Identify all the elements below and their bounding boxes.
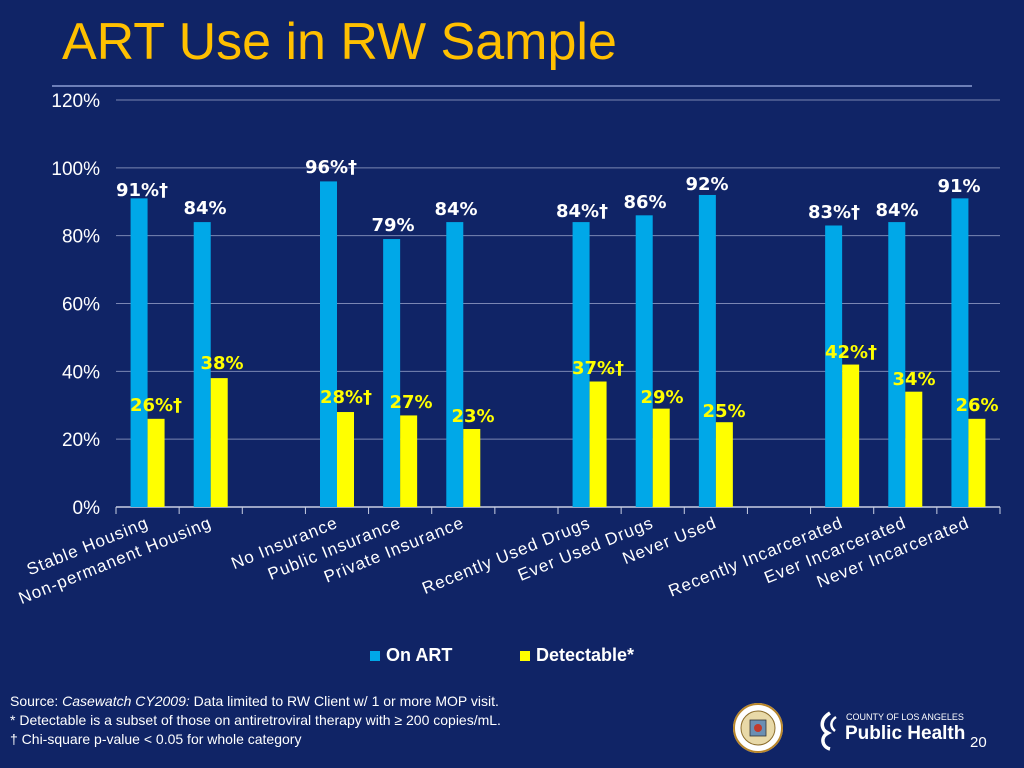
detectable-bar <box>463 428 481 507</box>
on-art-bar <box>698 194 716 507</box>
detectable-bar <box>905 391 923 507</box>
detectable-bar <box>715 422 733 507</box>
detectable-data-label: 34% <box>892 369 935 390</box>
county-seal-logo <box>732 702 784 754</box>
detectable-bar <box>400 415 418 507</box>
on-art-data-label: 91% <box>937 176 980 197</box>
on-art-data-label: 92% <box>685 174 728 195</box>
legend-label-detectable: Detectable* <box>536 645 634 665</box>
slide-title: ART Use in RW Sample <box>62 13 617 71</box>
y-tick-label: 20% <box>62 430 100 451</box>
detectable-data-label: 25% <box>702 401 745 422</box>
on-art-bar <box>888 222 906 507</box>
legend-label-on-art: On ART <box>386 645 452 665</box>
detectable-data-label: 27% <box>389 392 432 413</box>
detectable-data-label: 26% <box>955 395 998 416</box>
detectable-bar <box>210 378 228 507</box>
detectable-bar <box>147 418 165 507</box>
source-prefix: Source: <box>10 693 63 709</box>
source-name: Casewatch CY2009: <box>62 693 190 709</box>
on-art-bar <box>951 198 969 507</box>
on-art-bar <box>320 181 337 507</box>
logo-subtitle: COUNTY OF LOS ANGELES <box>846 712 964 722</box>
on-art-data-label: 96%† <box>305 157 357 178</box>
page-number: 20 <box>970 734 987 751</box>
on-art-bar <box>193 222 211 507</box>
bar-chart: 0%20%40%60%80%100%120%Stable HousingNon-… <box>16 91 1001 665</box>
detectable-data-label: 28%† <box>320 387 372 408</box>
y-tick-label: 40% <box>62 362 100 383</box>
on-art-data-label: 79% <box>371 215 414 236</box>
on-art-data-label: 84%† <box>556 201 608 222</box>
detectable-note: * Detectable is a subset of those on ant… <box>10 712 501 728</box>
detectable-data-label: 42%† <box>825 342 877 363</box>
legend-swatch-detectable <box>520 651 530 661</box>
y-tick-label: 60% <box>62 295 100 316</box>
on-art-data-label: 86% <box>623 192 666 213</box>
on-art-bar <box>572 222 590 507</box>
on-art-data-label: 84% <box>434 199 477 220</box>
y-tick-label: 120% <box>51 91 100 112</box>
detectable-data-label: 29% <box>640 387 683 408</box>
source-note: Source: Casewatch CY2009: Data limited t… <box>10 692 501 711</box>
footnotes: Source: Casewatch CY2009: Data limited t… <box>10 692 501 749</box>
on-art-bar <box>130 198 148 507</box>
public-health-mark-icon <box>820 711 837 751</box>
on-art-bar <box>446 222 464 507</box>
detectable-data-label: 26%† <box>130 395 182 416</box>
title-divider <box>52 85 972 87</box>
on-art-bar <box>383 239 401 507</box>
detectable-bar <box>968 418 986 507</box>
chi-square-note: † Chi-square p-value < 0.05 for whole ca… <box>10 731 302 747</box>
on-art-data-label: 91%† <box>116 180 168 201</box>
y-tick-label: 0% <box>73 498 101 519</box>
on-art-data-label: 84% <box>875 200 918 221</box>
logo-title: Public Health <box>845 723 966 744</box>
y-tick-label: 100% <box>51 159 100 180</box>
on-art-bar <box>825 225 843 507</box>
source-detail: Data limited to RW Client w/ 1 or more M… <box>189 693 499 709</box>
detectable-bar <box>652 408 670 507</box>
detectable-data-label: 37%† <box>572 358 624 379</box>
on-art-bar <box>635 215 653 508</box>
detectable-bar <box>842 364 860 507</box>
on-art-data-label: 84% <box>183 198 226 219</box>
on-art-data-label: 83%† <box>808 202 860 223</box>
legend-swatch-on-art <box>370 651 380 661</box>
detectable-data-label: 23% <box>451 406 494 427</box>
public-health-logo: COUNTY OF LOS ANGELES Public Health <box>816 711 965 751</box>
detectable-data-label: 38% <box>200 353 243 374</box>
detectable-bar <box>337 412 354 507</box>
y-tick-label: 80% <box>62 227 100 248</box>
detectable-bar <box>589 381 607 507</box>
